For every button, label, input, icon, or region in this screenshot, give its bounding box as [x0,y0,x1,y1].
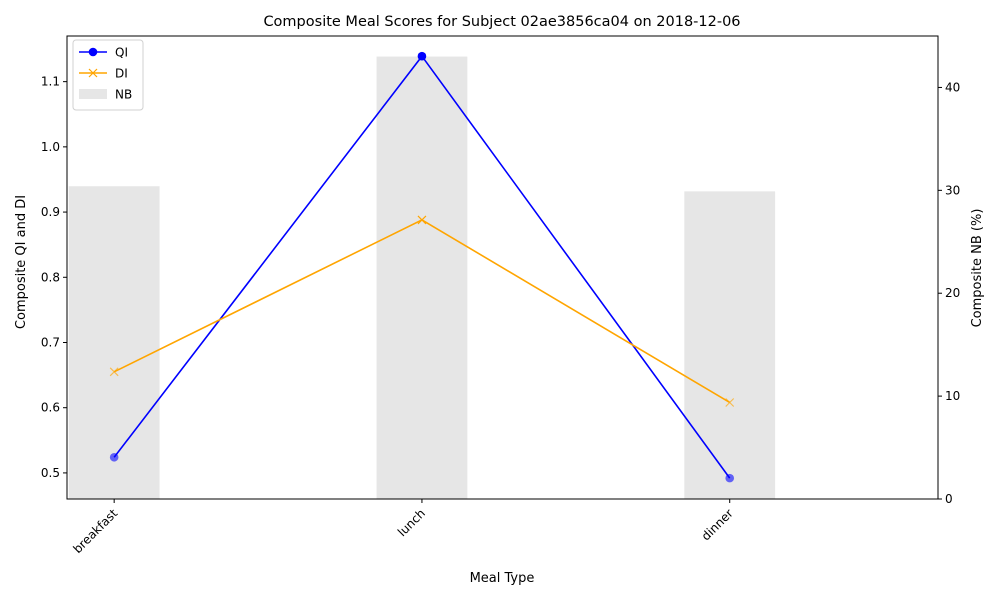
legend-marker-di [88,68,98,78]
legend-marker-qi [88,47,98,57]
legend-label-di: DI [115,67,128,81]
legend-box [72,39,144,111]
left-y-tick-label: 0.9 [41,205,60,219]
right-y-tick-label: 0 [945,492,953,506]
left-y-tick-label: 1.0 [41,140,60,154]
left-y-tick-label: 0.6 [41,401,60,415]
axes: 0.5 0.6 0.7 0.8 0.9 1.0 1.1 0 10 20 30 40 breakfast l… [41,35,960,556]
x-tick-label-breakfast: breakfast [70,506,120,556]
qi-point-lunch [417,51,427,61]
di-point-dinner [725,398,735,407]
legend-label-nb: NB [115,88,132,102]
left-y-tick-label: 0.8 [41,270,60,284]
x-axis-label: Meal Type [470,571,535,586]
left-y-tick-label: 1.1 [41,75,60,89]
chart-title: Composite Meal Scores for Subject 02ae38… [263,14,740,30]
left-y-axis-label: Composite QI and DI [14,195,29,329]
right-y-tick-label: 20 [945,286,960,300]
di-point-breakfast [109,367,119,377]
x-tick-label-lunch: lunch [395,506,428,539]
right-y-tick-label: 30 [945,183,960,197]
nb-bar-lunch [376,56,468,499]
right-y-tick-label: 40 [945,80,960,94]
nb-bars [68,56,776,499]
plot-frame [66,35,939,500]
di-point-lunch [417,215,427,225]
x-tick-label-dinner: dinner [699,506,736,543]
right-y-tick-label: 10 [945,389,960,403]
qi-point-dinner [725,473,735,483]
legend-label-qi: QI [115,46,128,60]
qi-point-breakfast [109,452,119,462]
left-y-tick-label: 0.7 [41,335,60,349]
nb-bar-breakfast [68,186,160,499]
legend: QI DI NB [72,39,144,111]
series-lines [109,51,735,483]
nb-bar-dinner [684,191,776,499]
left-y-tick-label: 0.5 [41,466,60,480]
legend-swatch-nb [79,89,107,99]
right-y-axis-label: Composite NB (%) [970,209,985,328]
